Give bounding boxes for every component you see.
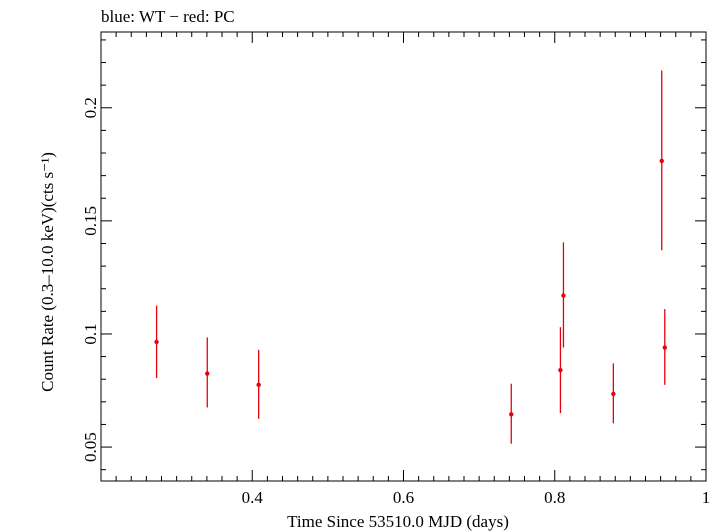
data-point [256,382,261,388]
data-point [154,339,159,345]
plot-frame [100,31,707,482]
x-tick-label: 0.6 [393,488,414,507]
data-point [611,391,616,397]
data-point [561,293,566,298]
y-tick-label: 0.1 [81,323,100,344]
x-tick-label: 0.8 [544,488,565,507]
y-tick-label: 0.2 [81,97,100,118]
data-point [558,367,563,373]
x-axis-label: Time Since 53510.0 MJD (days) [287,512,509,531]
data-point [662,345,667,350]
data-points [154,70,667,444]
y-axis: 0.05 0.1 0.15 0.2 [81,39,706,471]
y-tick-label: 0.15 [81,206,100,236]
data-point [509,412,514,417]
chart-title: blue: WT − red: PC [101,7,235,26]
y-axis-label: Count Rate (0.3–10.0 keV)(cts s⁻¹) [38,152,57,392]
x-axis: 0.4 0.6 0.8 1 [115,32,711,507]
x-tick-label: 0.4 [242,488,264,507]
data-point [205,371,210,376]
x-tick-label: 1 [702,488,711,507]
y-tick-label: 0.05 [81,432,100,462]
data-point [659,158,664,164]
